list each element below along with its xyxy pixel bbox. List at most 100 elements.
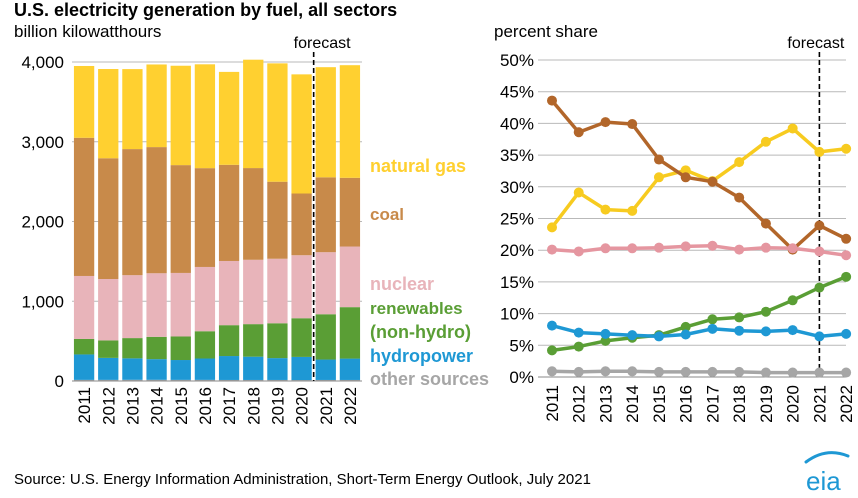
bar-segment-hydropower [170,360,191,380]
data-point-coal-line [547,95,557,106]
bar-segment-hydropower [315,359,336,380]
data-point-other [653,366,664,377]
data-point-coal-line [814,220,825,231]
bar-segment-hydropower [122,358,143,380]
bar-segment-nuclear [218,260,240,326]
data-point-coal-line [760,218,771,229]
data-point-other [787,367,798,378]
y-tick-label: 50% [500,51,534,70]
bar-segment-coal [291,193,312,256]
left-chart-subtitle: billion kilowatthours [14,22,161,41]
x-tick-label: 2021 [317,387,336,425]
data-point-renewables [787,295,798,306]
generation-bar-chart: 0 1,000 2,000 3,000 4,000 2011 2012 2013 2014 201… [21,35,362,425]
data-point-gas-line [760,136,771,147]
data-point-gas-line [787,123,798,134]
bar-segment-natural-gas [73,65,95,138]
bar-segment-renewables [315,314,336,360]
bar-segment-nuclear [146,273,167,337]
y-tick-label: 35% [500,146,534,165]
y-tick-label: 20% [500,241,534,260]
data-point-hydropower [734,325,745,336]
bar-segment-other [170,379,191,381]
eia-logo-swoosh [804,451,850,464]
data-point-hydropower [600,328,611,339]
data-point-other [760,367,771,378]
bar-segment-hydropower [291,356,312,381]
bar-segment-other [146,379,167,381]
data-point-other [680,366,691,377]
bar-segment-coal [98,158,119,279]
x-tick-label: 2019 [757,385,776,423]
data-point-coal-line [600,117,611,128]
data-point-nuclear-line [814,246,825,257]
data-point-coal-line [841,233,852,244]
data-point-renewables [814,282,825,293]
x-tick-label: 2011 [543,385,562,422]
data-point-hydropower [680,329,691,340]
data-point-other [841,367,852,378]
data-point-gas-line [627,205,638,216]
y-tick-label: 4,000 [21,53,64,72]
x-tick-label: 2021 [810,385,829,423]
data-point-renewables [760,306,771,317]
data-point-hydropower [547,320,557,331]
bar-segment-renewables [98,340,119,358]
data-point-renewables [573,341,584,352]
bar-segment-renewables [339,307,361,359]
x-tick-label: 2022 [837,385,856,423]
bar-segment-hydropower [146,359,167,380]
data-point-hydropower [814,331,825,342]
bar-segment-renewables [218,325,240,357]
data-point-gas-line [600,204,611,215]
bar-segment-renewables [267,323,288,359]
bar-segment-renewables [73,338,95,355]
bar-segment-renewables [170,336,191,361]
bar-segment-nuclear [194,266,216,332]
data-point-coal-line [653,154,664,165]
x-tick-label: 2015 [650,385,669,423]
bar-segment-hydropower [243,356,264,380]
series-line-hydropower [551,323,847,339]
bar-segment-nuclear [315,252,336,315]
bar-segment-coal [194,168,216,267]
bar-segment-coal [267,181,288,259]
chart-title: U.S. electricity generation by fuel, all… [14,0,397,20]
data-point-other [627,366,638,377]
bar-segment-natural-gas [315,67,336,178]
data-point-gas-line [734,157,745,168]
x-tick-label: 2020 [293,387,312,425]
bar-segment-natural-gas [267,63,288,182]
bar-segment-natural-gas [194,64,216,169]
bar-segment-nuclear [291,255,312,319]
bar-segment-other [267,379,288,381]
eia-logo-text: eia [806,466,841,496]
bar-segment-other [315,379,336,381]
data-point-renewables [841,271,852,282]
bar-segment-other [243,379,264,381]
source-note: Source: U.S. Energy Information Administ… [14,471,591,488]
x-tick-label: 2014 [148,387,167,425]
bar-segment-other [194,379,216,381]
bar-segment-coal [170,165,191,273]
data-point-nuclear-line [680,241,691,252]
bar-segment-natural-gas [122,69,143,150]
bar-segment-other [339,379,361,381]
right-chart-subtitle: percent share [494,22,598,41]
data-point-coal-line [707,176,718,187]
y-tick-label: 5% [509,336,534,355]
data-point-other [573,366,584,377]
bar-segment-other [218,379,240,381]
y-tick-label: 10% [500,305,534,324]
bar-segment-natural-gas [291,74,312,194]
bar-segment-nuclear [98,278,119,341]
data-point-nuclear-line [547,244,557,255]
y-tick-label: 30% [500,178,534,197]
y-tick-label: 1,000 [21,292,64,311]
bar-segment-natural-gas [243,59,264,169]
data-point-hydropower [787,325,798,336]
bar-segment-renewables [243,324,264,357]
data-point-other [734,366,745,377]
bar-segment-coal [243,168,264,260]
